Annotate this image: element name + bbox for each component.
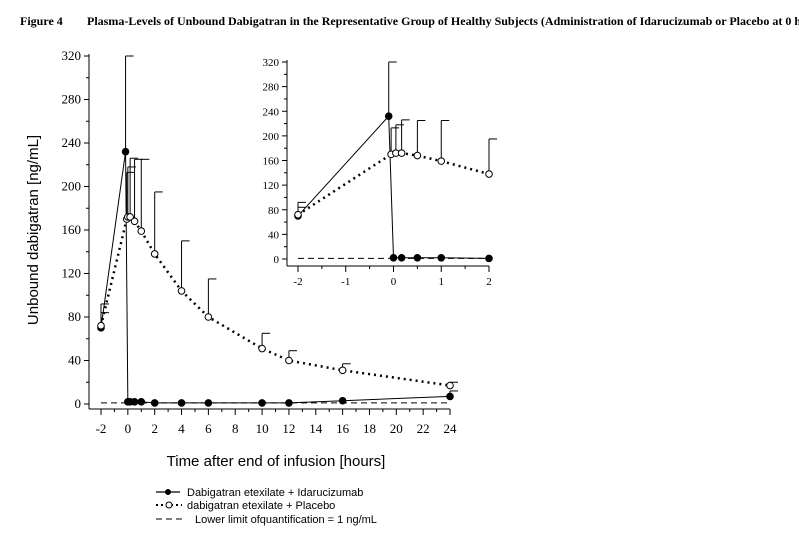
data-point-idarucizumab: [446, 392, 454, 401]
figure-label: Figure 4: [20, 14, 63, 28]
x-tick-label: 24: [444, 421, 458, 436]
legend: Dabigatran etexilate + Idarucizumab dabi…: [156, 487, 377, 526]
y-tick-label: 240: [62, 135, 82, 150]
y-axis-label: Unbound dabigatran [ng/mL]: [25, 135, 42, 325]
data-point-idarucizumab: [437, 253, 446, 262]
y-tick-label: 40: [268, 229, 280, 241]
data-point-placebo: [258, 344, 266, 353]
x-axis-label: Time after end of infusion [hours]: [167, 453, 386, 470]
data-point-placebo: [397, 149, 406, 157]
data-point-placebo: [285, 356, 293, 365]
legend-marker-idarucizumab: [165, 489, 171, 495]
data-point-placebo: [150, 250, 159, 258]
data-point-idarucizumab: [258, 399, 266, 407]
y-tick-label: 280: [263, 82, 280, 94]
y-tick-label: 200: [263, 131, 280, 143]
x-tick-label: 16: [336, 421, 350, 436]
x-tick-label: 20: [390, 421, 403, 436]
x-tick-label: 10: [256, 421, 269, 436]
data-point-placebo: [485, 170, 493, 178]
x-tick-label: 22: [417, 421, 430, 436]
x-tick-label: -2: [293, 276, 302, 288]
y-tick-label: 200: [62, 179, 82, 194]
x-tick-label: 14: [309, 421, 323, 436]
data-point-idarucizumab: [384, 112, 393, 120]
y-tick-label: 120: [62, 266, 82, 281]
data-point-placebo: [97, 321, 105, 330]
data-point-idarucizumab: [150, 399, 159, 407]
data-point-placebo: [446, 381, 454, 390]
y-tick-label: 40: [68, 353, 81, 368]
x-tick-label: -1: [341, 276, 350, 288]
data-point-idarucizumab: [389, 253, 398, 262]
data-point-placebo: [130, 217, 139, 226]
legend-marker-placebo: [165, 501, 173, 509]
figure-title: Plasma-Levels of Unbound Dabigatran in t…: [87, 14, 799, 28]
x-tick-label: 8: [232, 421, 239, 436]
data-point-placebo: [126, 213, 134, 221]
x-tick-label: 0: [125, 421, 132, 436]
y-tick-label: 160: [263, 156, 280, 168]
data-point-idarucizumab: [338, 396, 347, 405]
data-point-placebo: [437, 157, 446, 165]
data-point-idarucizumab: [285, 399, 293, 407]
y-tick-label: 0: [75, 396, 82, 411]
data-point-placebo: [338, 366, 347, 375]
x-tick-label: 1: [439, 276, 445, 288]
y-tick-label: 80: [268, 205, 280, 217]
x-tick-label: 4: [178, 421, 185, 436]
data-point-idarucizumab: [177, 399, 186, 407]
y-tick-label: 320: [263, 57, 280, 69]
data-point-idarucizumab: [121, 147, 130, 156]
inset-plot: 0 40 80 120 160 200 240 280 320 -2 -1 0 1 2: [263, 57, 497, 288]
y-tick-label: 80: [68, 309, 81, 324]
data-point-placebo: [294, 210, 302, 219]
data-point-idarucizumab: [397, 253, 406, 262]
y-tick-label: 160: [62, 222, 82, 237]
series-line-placebo: [99, 215, 451, 387]
y-tick-label: 280: [62, 92, 82, 107]
series-line-idarucizumab: [297, 114, 490, 259]
x-tick-label: 12: [282, 421, 295, 436]
data-point-idarucizumab: [204, 399, 213, 407]
legend-label-placebo: dabigatran etexilate + Placebo: [187, 500, 335, 512]
y-tick-label: 120: [263, 180, 280, 192]
data-point-placebo: [137, 227, 146, 235]
data-point-idarucizumab: [137, 398, 146, 406]
data-point-idarucizumab: [413, 253, 422, 262]
x-tick-label: 6: [205, 421, 212, 436]
x-tick-label: 2: [151, 421, 158, 436]
y-tick-label: 240: [263, 106, 280, 118]
x-tick-label: 0: [391, 276, 397, 288]
data-point-placebo: [177, 287, 186, 295]
legend-label-idarucizumab: Dabigatran etexilate + Idarucizumab: [187, 487, 363, 499]
legend-label-lloq: Lower limit ofquantification = 1 ng/mL: [195, 514, 377, 526]
y-tick-label: 320: [62, 48, 82, 63]
data-point-placebo: [413, 151, 422, 160]
x-tick-label: -2: [96, 421, 107, 436]
data-point-placebo: [204, 313, 213, 321]
data-point-idarucizumab: [485, 254, 493, 263]
x-tick-label: 18: [363, 421, 376, 436]
x-tick-label: 2: [486, 276, 492, 288]
data-point-idarucizumab: [130, 398, 139, 406]
y-tick-label: 0: [274, 254, 280, 266]
